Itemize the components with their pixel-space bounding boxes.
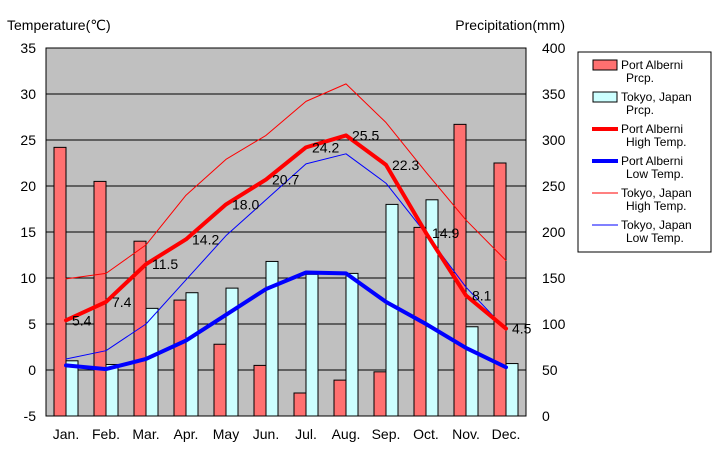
legend-box [577, 51, 712, 253]
left-tick-label: 25 [20, 132, 36, 148]
legend-swatch [592, 59, 618, 71]
legend-label: Port Alberni Low Temp. [621, 154, 684, 181]
precip-bar [465, 326, 479, 417]
x-tick-label: Nov. [452, 426, 480, 442]
right-tick-label: 100 [542, 316, 566, 332]
temp-line [64, 270, 508, 372]
precip-bar [145, 307, 159, 417]
precip-bar [213, 343, 227, 417]
left-tick-label: 30 [20, 86, 36, 102]
x-tick-label: Mar. [132, 426, 159, 442]
data-label: 8.1 [472, 287, 492, 303]
data-label: 14.9 [432, 225, 459, 241]
left-axis-title: Temperature(℃) [7, 17, 111, 33]
precip-bar [93, 180, 107, 417]
precip-bar [105, 363, 119, 417]
left-tick-label: -5 [24, 408, 37, 424]
x-tick-label: Apr. [174, 426, 199, 442]
precip-bar [493, 162, 507, 417]
precip-bar [253, 364, 267, 417]
data-label: 24.2 [312, 139, 339, 155]
left-tick-label: 5 [28, 316, 36, 332]
precip-bar [505, 363, 519, 417]
x-tick-label: Jul. [295, 426, 317, 442]
x-tick-label: Jan. [53, 426, 79, 442]
right-tick-label: 0 [542, 408, 550, 424]
legend-label: Tokyo, Japan Prcp. [621, 90, 692, 117]
left-tick-label: 0 [28, 362, 36, 378]
left-tick-label: 20 [20, 178, 36, 194]
precip-bar [333, 379, 347, 417]
data-label: 20.7 [272, 172, 299, 188]
plot-border [45, 47, 527, 417]
x-tick-label: Dec. [492, 426, 521, 442]
legend-label: Port Alberni Prcp. [621, 58, 683, 85]
right-axis-title: Precipitation(mm) [455, 17, 565, 33]
right-tick-label: 250 [542, 178, 566, 194]
precip-bar [293, 392, 307, 417]
precip-bar [385, 203, 399, 417]
data-label: 7.4 [112, 294, 132, 310]
precip-bar [53, 146, 67, 417]
x-tick-label: Sep. [372, 426, 401, 442]
data-label: 22.3 [392, 157, 419, 173]
right-tick-label: 300 [542, 132, 566, 148]
legend-label: Port Alberni High Temp. [621, 122, 686, 149]
data-label: 18.0 [232, 196, 259, 212]
legend-label: Tokyo, Japan Low Temp. [621, 218, 692, 245]
left-tick-label: 15 [20, 224, 36, 240]
legend-swatch [592, 91, 618, 103]
precip-bar [185, 292, 199, 417]
x-tick-label: Jun. [253, 426, 279, 442]
x-tick-label: Feb. [92, 426, 120, 442]
x-tick-label: May [213, 426, 239, 442]
data-label: 14.2 [192, 231, 219, 247]
precip-bar [453, 123, 467, 417]
right-tick-label: 150 [542, 270, 566, 286]
right-tick-label: 200 [542, 224, 566, 240]
data-label: 11.5 [152, 256, 178, 272]
precip-bar [373, 371, 387, 417]
precip-bar [65, 360, 79, 417]
legend-label: Tokyo, Japan High Temp. [621, 186, 692, 213]
precip-bar [305, 273, 319, 417]
right-tick-label: 400 [542, 40, 566, 56]
precip-bar [345, 272, 359, 417]
x-tick-label: Oct. [413, 426, 439, 442]
data-label: 5.4 [72, 312, 92, 328]
right-tick-label: 50 [542, 362, 558, 378]
x-tick-label: Aug. [332, 426, 361, 442]
precip-bar [173, 299, 187, 417]
temp-line [65, 83, 507, 280]
data-label: 4.5 [512, 321, 532, 337]
data-label: 25.5 [352, 127, 379, 143]
temp-line [64, 133, 508, 331]
left-tick-label: 35 [20, 40, 36, 56]
right-tick-label: 350 [542, 86, 566, 102]
left-tick-label: 10 [20, 270, 36, 286]
